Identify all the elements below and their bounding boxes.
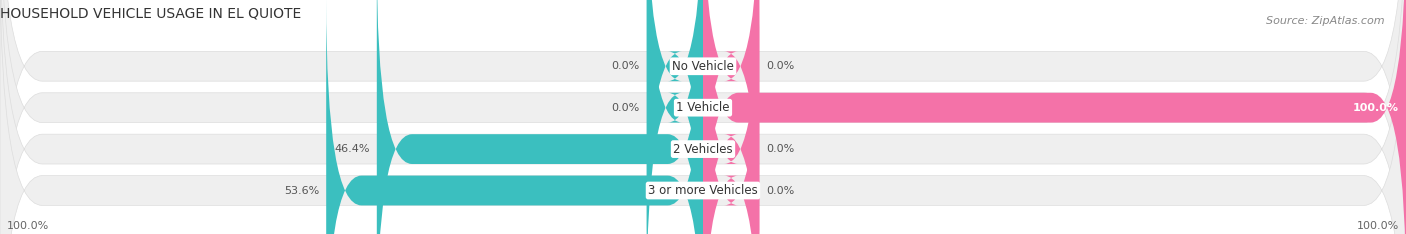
FancyBboxPatch shape [647,0,703,234]
FancyBboxPatch shape [326,0,703,234]
FancyBboxPatch shape [703,0,759,234]
FancyBboxPatch shape [703,0,1406,234]
Text: 0.0%: 0.0% [612,61,640,71]
FancyBboxPatch shape [647,0,703,234]
Text: 2 Vehicles: 2 Vehicles [673,143,733,156]
FancyBboxPatch shape [703,0,759,234]
Text: 3 or more Vehicles: 3 or more Vehicles [648,184,758,197]
FancyBboxPatch shape [703,0,759,234]
Text: No Vehicle: No Vehicle [672,60,734,73]
Text: 0.0%: 0.0% [612,103,640,113]
Text: Source: ZipAtlas.com: Source: ZipAtlas.com [1267,16,1385,26]
Text: 1 Vehicle: 1 Vehicle [676,101,730,114]
Text: HOUSEHOLD VEHICLE USAGE IN EL QUIOTE: HOUSEHOLD VEHICLE USAGE IN EL QUIOTE [0,6,301,20]
Text: 100.0%: 100.0% [1357,221,1399,231]
Text: 46.4%: 46.4% [335,144,370,154]
Text: 100.0%: 100.0% [7,221,49,231]
Text: 53.6%: 53.6% [284,186,319,196]
Text: 100.0%: 100.0% [1353,103,1399,113]
Text: 0.0%: 0.0% [766,186,794,196]
Text: 0.0%: 0.0% [766,144,794,154]
Text: 0.0%: 0.0% [766,61,794,71]
FancyBboxPatch shape [377,0,703,234]
